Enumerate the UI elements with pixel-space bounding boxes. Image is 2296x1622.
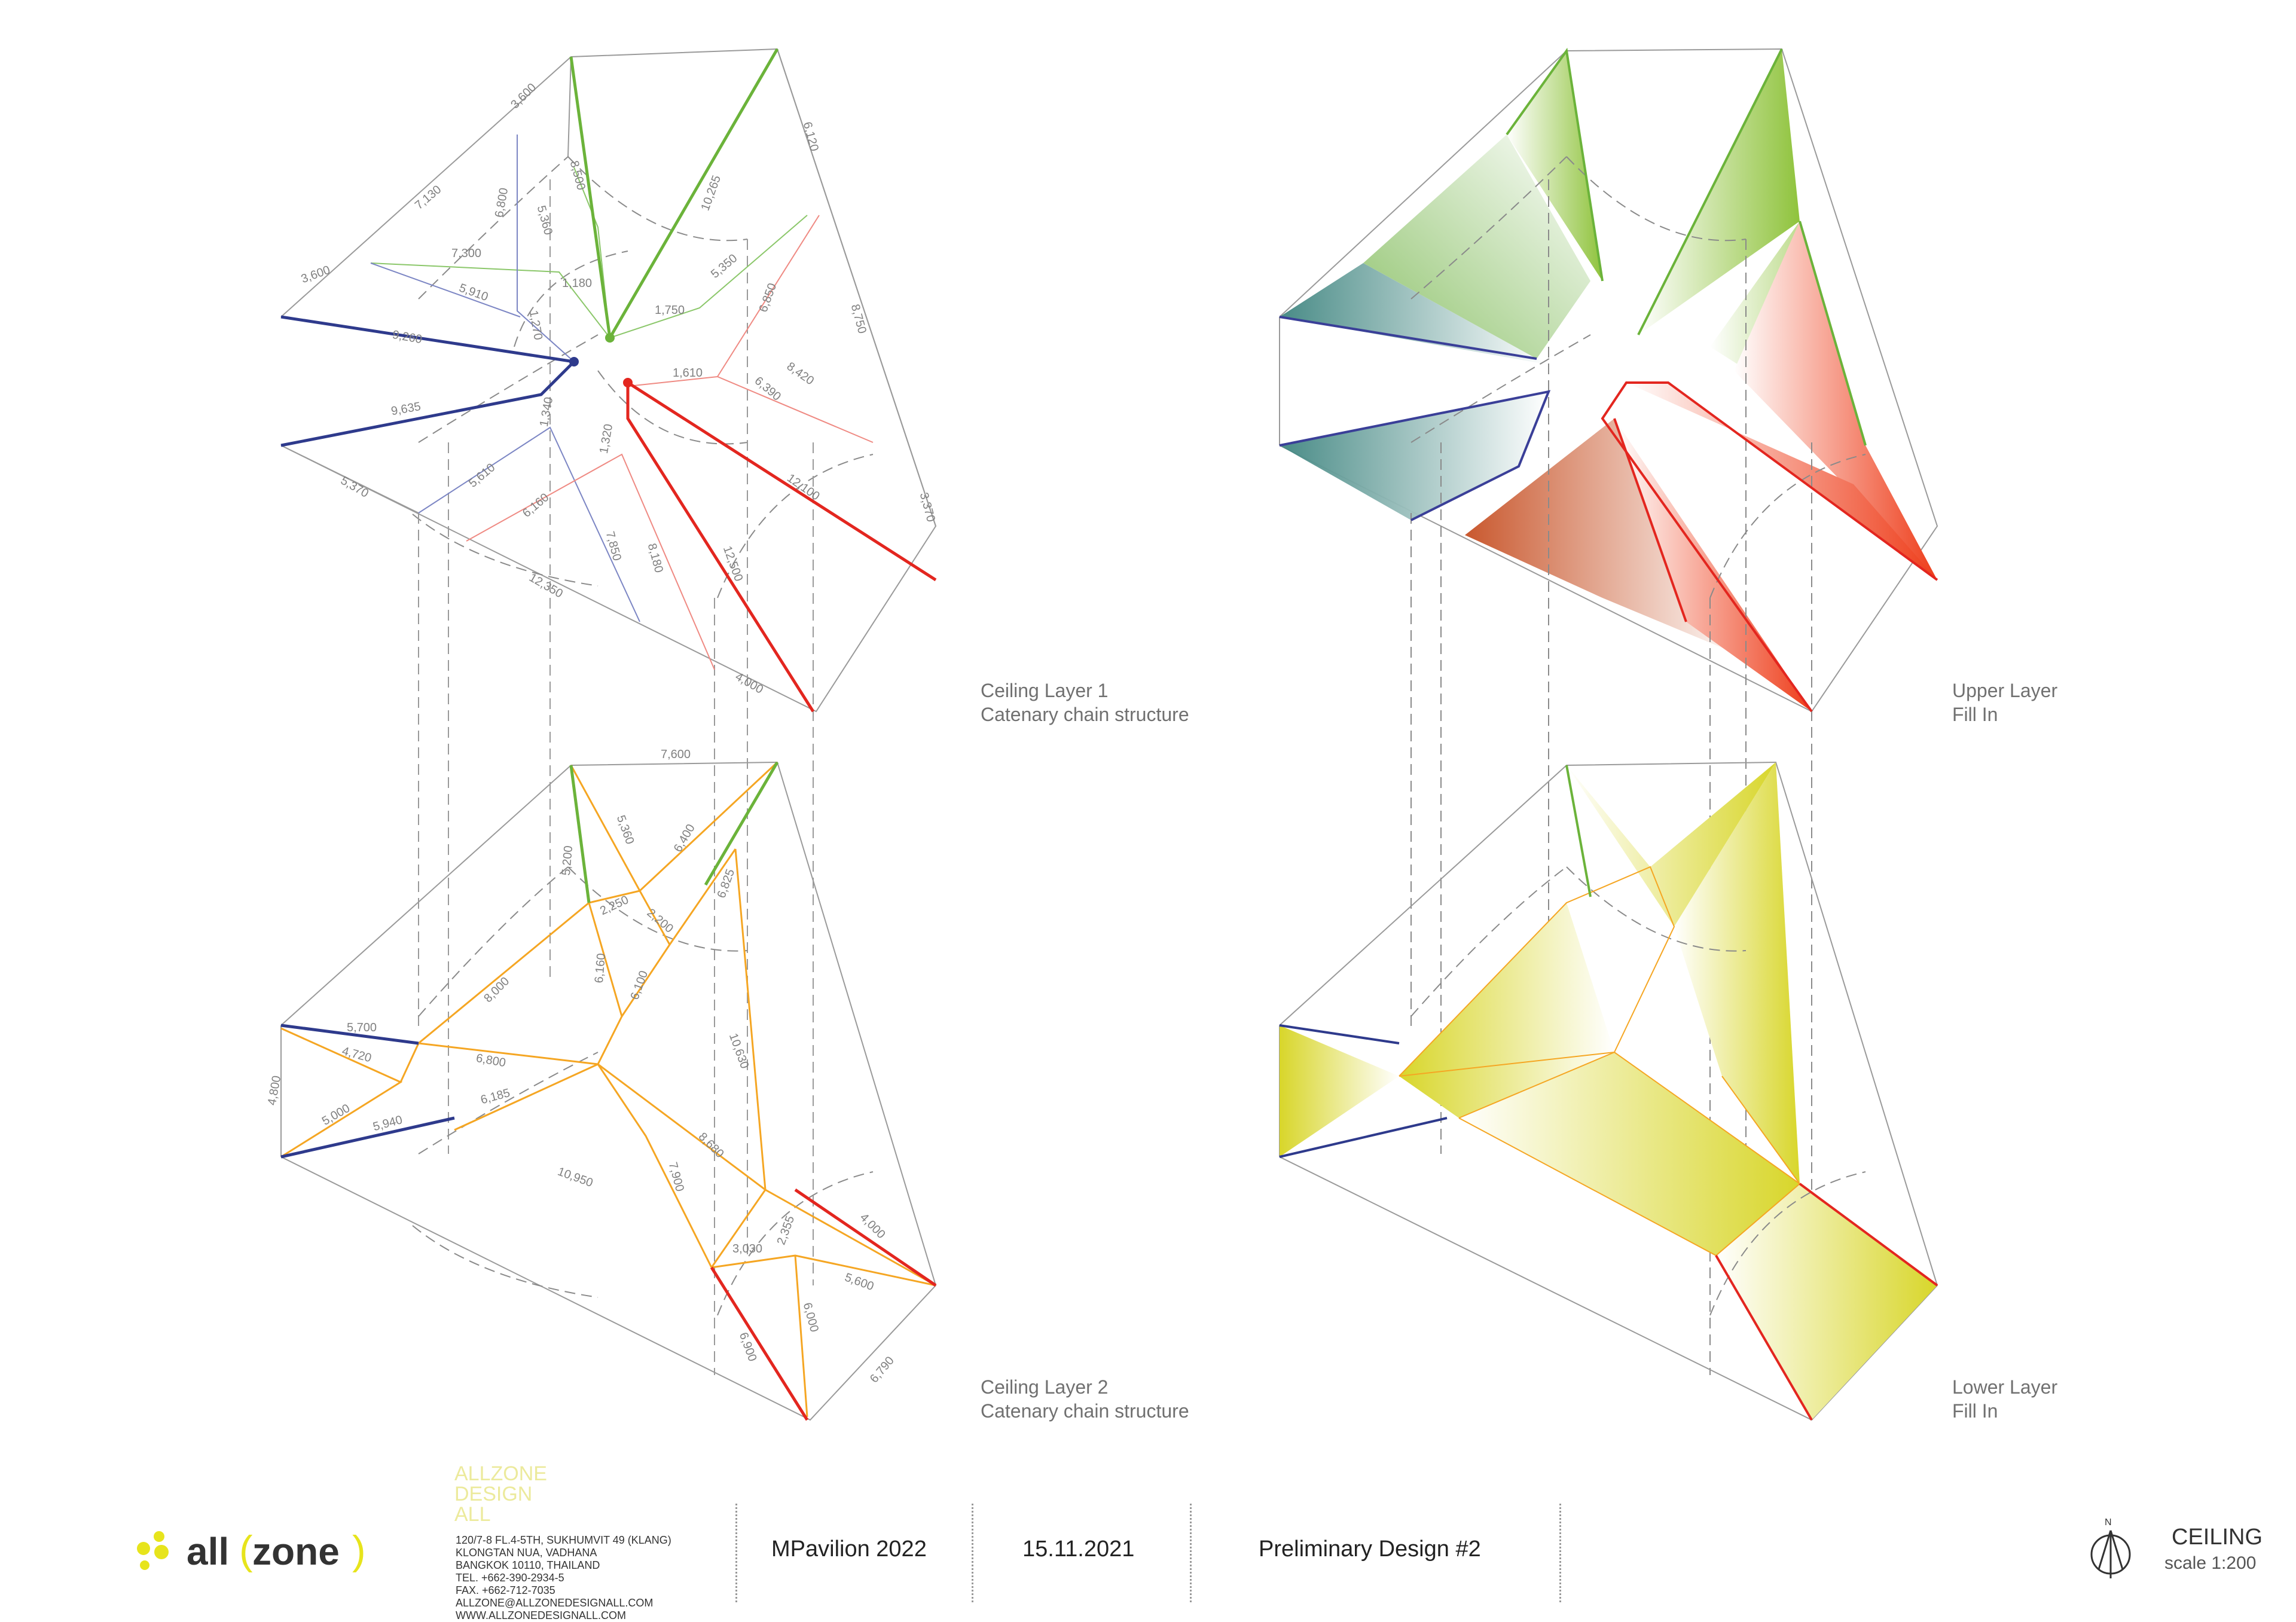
caption-lower-layer: Lower Layer Fill In — [1952, 1375, 2057, 1423]
dimension-label: 5,700 — [347, 1021, 377, 1034]
address-line: WWW.ALLZONEDESIGNALL.COM — [456, 1609, 627, 1621]
watermark-line: DESIGN — [454, 1483, 533, 1505]
dimension-label: 6,390 — [752, 374, 783, 404]
caption-ceiling-layer-1: Ceiling Layer 1 Catenary chain structure — [981, 679, 1189, 726]
dimension-label: 1,340 — [538, 396, 555, 427]
logo-word-zone: zone — [252, 1530, 340, 1573]
dimension-label: 6,160 — [593, 953, 608, 984]
dimension-label: 7,300 — [451, 247, 481, 260]
design-stage: Preliminary Design #2 — [1259, 1537, 1481, 1562]
dimension-label: 4,000 — [733, 670, 765, 697]
caption-subtitle: Fill In — [1952, 1400, 1998, 1422]
dimension-label: 6,185 — [479, 1086, 511, 1107]
dimension-label: 1,610 — [673, 366, 703, 380]
dimension-label: 5,000 — [320, 1102, 352, 1128]
firm-address: 120/7-8 FL.4-5TH, SUKHUMVIT 49 (KLANG) K… — [456, 1534, 671, 1622]
dimension-label: 3,600 — [300, 263, 332, 286]
dimension-label: 6,100 — [628, 969, 651, 1002]
sheet-title: CEILING — [2172, 1525, 2263, 1550]
title-block-divider — [1559, 1504, 1561, 1602]
issue-date: 15.11.2021 — [1022, 1537, 1135, 1562]
address-line: FAX. +662-712-7035 — [456, 1584, 555, 1596]
dimension-label: 12,350 — [527, 571, 565, 601]
dimension-label: 1,270 — [527, 309, 545, 341]
caption-subtitle: Catenary chain structure — [981, 704, 1189, 725]
project-name: MPavilion 2022 — [771, 1537, 927, 1562]
caption-title: Upper Layer — [1952, 680, 2058, 701]
dimension-label: 8,420 — [784, 360, 817, 388]
dimension-label: 3,600 — [508, 81, 539, 111]
dimension-label: 7,900 — [666, 1160, 686, 1193]
dimension-label: 1,180 — [562, 277, 592, 290]
dimension-label: 9,260 — [391, 328, 423, 346]
company-logo: all ( zone ) — [133, 1525, 384, 1578]
caption-ceiling-layer-2: Ceiling Layer 2 Catenary chain structure — [981, 1375, 1189, 1423]
title-block-divider — [735, 1504, 737, 1602]
logo-paren-close: ) — [352, 1528, 366, 1573]
dimension-label: 6,160 — [520, 491, 551, 520]
dimension-label: 10,950 — [556, 1165, 595, 1190]
dimension-label: 5,600 — [843, 1270, 876, 1293]
dimension-label: 8,180 — [645, 542, 665, 574]
logo-paren-open: ( — [239, 1528, 253, 1573]
dimension-label: 6,850 — [756, 282, 779, 314]
dimension-label: 7,850 — [603, 530, 624, 562]
address-line: TEL. +662-390-2934-5 — [456, 1572, 564, 1584]
sheet-scale: scale 1:200 — [2164, 1553, 2257, 1573]
dimension-label: 5,360 — [535, 204, 555, 236]
dimension-label: 1,320 — [597, 423, 615, 454]
north-arrow-icon — [2090, 1530, 2131, 1578]
panel-lower-layer-fill — [1279, 761, 1938, 1421]
dimension-label: 6,825 — [715, 867, 737, 900]
caption-subtitle: Catenary chain structure — [981, 1400, 1189, 1422]
title-block-divider — [972, 1504, 973, 1602]
dimension-label: 3,030 — [732, 1242, 762, 1256]
address-line: 120/7-8 FL.4-5TH, SUKHUMVIT 49 (KLANG) — [456, 1534, 671, 1546]
dimension-label: 6,800 — [475, 1052, 506, 1070]
caption-title: Ceiling Layer 2 — [981, 1376, 1109, 1398]
north-label: N — [2105, 1517, 2112, 1528]
dimension-label: 2,200 — [645, 906, 676, 936]
dimension-label: 6,800 — [493, 187, 511, 218]
dimension-label: 6,400 — [671, 822, 698, 854]
caption-subtitle: Fill In — [1952, 704, 1998, 725]
panel-upper-layer-fill — [1279, 47, 1938, 1375]
caption-upper-layer: Upper Layer Fill In — [1952, 679, 2057, 726]
caption-title: Ceiling Layer 1 — [981, 680, 1109, 701]
title-block-divider — [1190, 1504, 1192, 1602]
watermark-line: ALLZONE — [454, 1462, 547, 1485]
caption-title: Lower Layer — [1952, 1376, 2058, 1398]
logo-word-all: all — [187, 1530, 230, 1573]
dimension-label: 6,120 — [801, 120, 821, 152]
dimension-label: 2,355 — [774, 1214, 797, 1247]
dimension-label: 5,360 — [614, 814, 637, 847]
dimension-label: 7,130 — [413, 183, 444, 212]
dimension-label: 1,750 — [655, 304, 685, 317]
panel-ceiling-layer-1 — [280, 48, 937, 1375]
firm-watermark: ALLZONE DESIGN ALL — [454, 1464, 547, 1525]
dimension-label: 3,370 — [917, 491, 938, 523]
dimension-label: 6,790 — [868, 1354, 897, 1385]
dimension-label: 5,370 — [338, 474, 371, 500]
dimension-label: 9,635 — [390, 400, 422, 418]
dimension-label: 8,750 — [848, 303, 869, 335]
address-line: KLONGTAN NUA, VADHANA — [456, 1547, 597, 1559]
dimension-label: 6,000 — [801, 1301, 821, 1333]
dimension-label: 5,200 — [560, 845, 575, 876]
address-line: ALLZONE@ALLZONEDESIGNALL.COM — [456, 1597, 654, 1609]
dimension-label: 7,600 — [661, 748, 691, 761]
logo-dots-icon — [137, 1531, 169, 1570]
watermark-line: ALL — [454, 1503, 491, 1526]
address-line: BANGKOK 10110, THAILAND — [456, 1559, 600, 1571]
panel-ceiling-layer-2 — [280, 761, 937, 1421]
